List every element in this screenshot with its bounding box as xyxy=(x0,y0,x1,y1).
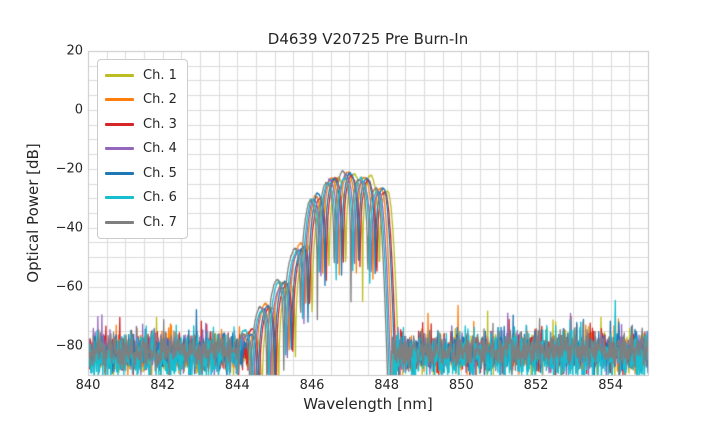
y-tick-label: −20 xyxy=(55,161,83,177)
legend-line-swatch-ch5 xyxy=(105,171,134,175)
y-tick-label: −40 xyxy=(55,220,83,236)
y-tick-label: 0 xyxy=(74,102,83,118)
legend-line-swatch-ch3 xyxy=(105,122,134,126)
legend-label-ch3: Ch. 3 xyxy=(143,116,177,132)
x-tick-label: 846 xyxy=(299,378,325,393)
legend-line-swatch-ch1 xyxy=(105,73,134,77)
x-tick-label: 854 xyxy=(598,378,624,393)
x-tick-label: 850 xyxy=(448,378,474,393)
legend-label-ch1: Ch. 1 xyxy=(143,67,177,83)
legend-label-ch6: Ch. 6 xyxy=(143,190,177,206)
x-tick-label: 844 xyxy=(224,378,250,393)
x-tick-label: 852 xyxy=(523,378,549,393)
legend-line-swatch-ch2 xyxy=(105,98,134,102)
legend-label-ch5: Ch. 5 xyxy=(143,165,177,181)
x-axis-label: Wavelength [nm] xyxy=(303,395,433,413)
chart-title: D4639 V20725 Pre Burn-In xyxy=(267,30,469,48)
y-tick-label: 20 xyxy=(66,43,83,59)
legend-entry: Ch. 2 xyxy=(105,88,177,113)
x-tick-label: 848 xyxy=(374,378,400,393)
y-tick-label: −80 xyxy=(55,338,83,354)
legend-label-ch2: Ch. 2 xyxy=(143,92,177,108)
legend-entry: Ch. 3 xyxy=(105,112,177,137)
legend-entry: Ch. 5 xyxy=(105,161,177,186)
legend-line-swatch-ch7 xyxy=(105,220,134,224)
legend-label-ch4: Ch. 4 xyxy=(143,141,177,157)
legend-entry: Ch. 7 xyxy=(105,210,177,235)
legend-line-swatch-ch6 xyxy=(105,196,134,200)
legend-entry: Ch. 6 xyxy=(105,186,177,211)
legend-entry: Ch. 4 xyxy=(105,137,177,162)
legend: Ch. 1 Ch. 2 Ch. 3 Ch. 4 Ch. 5 Ch. 6 Ch. … xyxy=(97,59,188,239)
x-tick-label: 840 xyxy=(75,378,101,393)
x-tick-label: 842 xyxy=(150,378,176,393)
y-tick-label: −60 xyxy=(55,279,83,295)
legend-entry: Ch. 1 xyxy=(105,63,177,88)
legend-line-swatch-ch4 xyxy=(105,147,134,151)
legend-label-ch7: Ch. 7 xyxy=(143,214,177,230)
